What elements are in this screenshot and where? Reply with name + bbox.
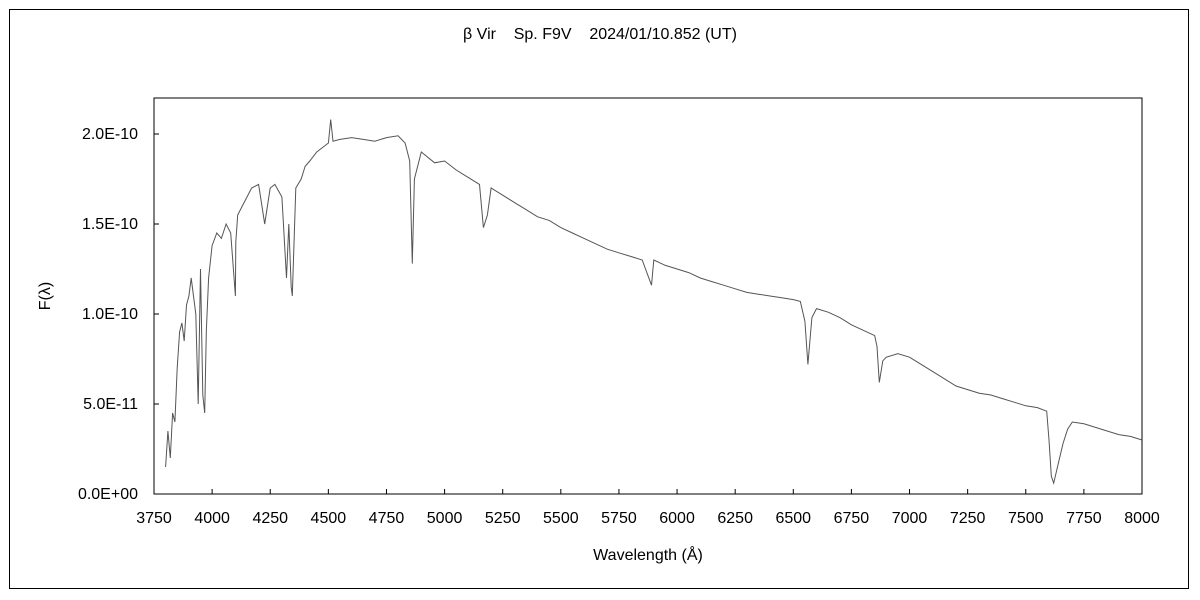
- spectrum-line: [165, 119, 1143, 486]
- chart-title: β Vir Sp. F9V 2024/01/10.852 (UT): [463, 26, 737, 43]
- x-tick-label: 6500: [775, 510, 811, 527]
- x-axis: 3750 4000 4250 4500 4750 5000 5250 5500 5750 6000…: [136, 489, 1160, 527]
- x-tick-label: 6750: [834, 510, 870, 527]
- x-tick-label: 6000: [659, 510, 695, 527]
- y-tick-label: 0.0E+00: [78, 486, 138, 503]
- y-tick-label: 1.0E-10: [82, 306, 138, 323]
- y-tick-label: 1.5E-10: [82, 216, 138, 233]
- x-tick-label: 7250: [950, 510, 986, 527]
- x-tick-label: 5000: [427, 510, 463, 527]
- x-tick-label: 6250: [717, 510, 753, 527]
- x-tick-label: 4750: [369, 510, 405, 527]
- x-tick-label: 7000: [892, 510, 928, 527]
- x-tick-label: 4250: [252, 510, 288, 527]
- x-tick-label: 5250: [485, 510, 521, 527]
- y-axis: 0.0E+00 5.0E-11 1.0E-10 1.5E-10 2.0E-10: [78, 126, 159, 503]
- x-tick-label: 4500: [311, 510, 347, 527]
- y-axis-title: F(λ): [37, 282, 54, 310]
- x-tick-label: 4000: [194, 510, 230, 527]
- x-tick-label: 7750: [1066, 510, 1102, 527]
- x-tick-label: 8000: [1124, 510, 1160, 527]
- x-tick-label: 7500: [1008, 510, 1044, 527]
- x-axis-title: Wavelength (Å): [593, 545, 703, 564]
- x-tick-label: 5750: [601, 510, 637, 527]
- y-tick-label: 5.0E-11: [83, 396, 138, 413]
- x-tick-label: 5500: [543, 510, 579, 527]
- x-tick-label: 3750: [136, 510, 172, 527]
- plot-area: [153, 97, 1143, 495]
- y-tick-label: 2.0E-10: [82, 126, 138, 143]
